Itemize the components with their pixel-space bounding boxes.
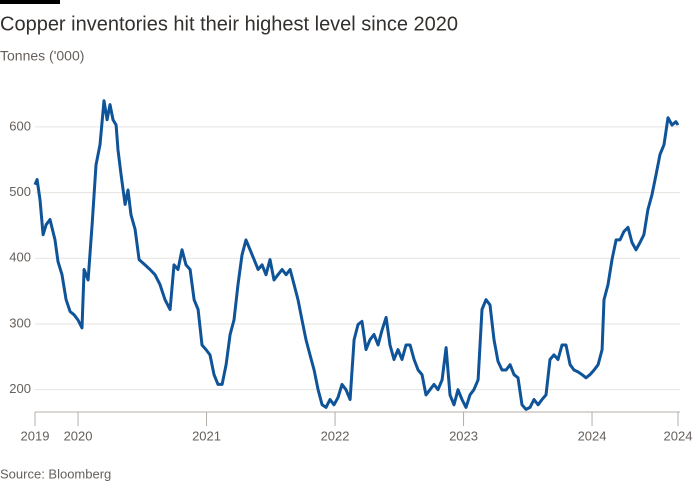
source: Source: Bloomberg [0,466,111,481]
y-tick-label: 400 [9,250,31,265]
x-tick-label: 2024 [578,428,607,443]
y-tick-label: 600 [9,118,31,133]
y-tick-label: 500 [9,184,31,199]
x-tick-label: 2019 [21,428,50,443]
y-tick-label: 200 [9,381,31,396]
x-tick-label: 2024 [664,428,693,443]
brand-bar [0,0,60,4]
x-tick-label: 2020 [64,428,93,443]
x-tick-label: 2022 [321,428,350,443]
y-tick-label: 300 [9,315,31,330]
x-tick-label: 2021 [192,428,221,443]
chart-title: Copper inventories hit their highest lev… [0,13,458,35]
x-tick-label: 2023 [449,428,478,443]
chart-subtitle: Tonnes ('000) [0,48,84,64]
data-line [33,99,680,411]
